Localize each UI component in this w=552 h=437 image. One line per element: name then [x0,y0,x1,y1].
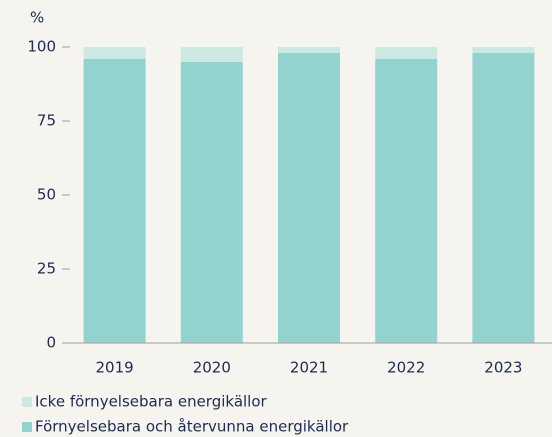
bar-segment [83,47,146,59]
legend-label: Icke förnyelsebara energikällor [35,393,268,411]
bar-segment [278,47,340,53]
bar-segment [180,47,243,62]
legend-label: Förnyelsebara och återvunna energikällor [35,418,349,436]
x-tick-label: 2019 [96,359,134,377]
y-tick-label: 0 [46,334,56,352]
y-unit: % [30,9,44,27]
y-tick-label: 50 [37,186,56,204]
x-tick-label: 2022 [387,359,425,377]
y-tick-label: 25 [37,260,56,278]
legend-swatch [22,397,32,407]
bar-segment [180,61,243,344]
bar-segment [375,58,438,344]
bar-segment [278,52,340,344]
bar-segment [472,47,535,53]
y-tick-label: 75 [37,112,56,130]
x-tick-label: 2021 [290,359,328,377]
x-tick-label: 2023 [484,359,522,377]
legend-swatch [22,422,32,432]
y-tick-label: 100 [27,38,56,56]
x-tick-label: 2020 [193,359,231,377]
bar-segment [83,58,146,344]
bar-segment [375,47,438,59]
bar-segment [472,52,535,344]
